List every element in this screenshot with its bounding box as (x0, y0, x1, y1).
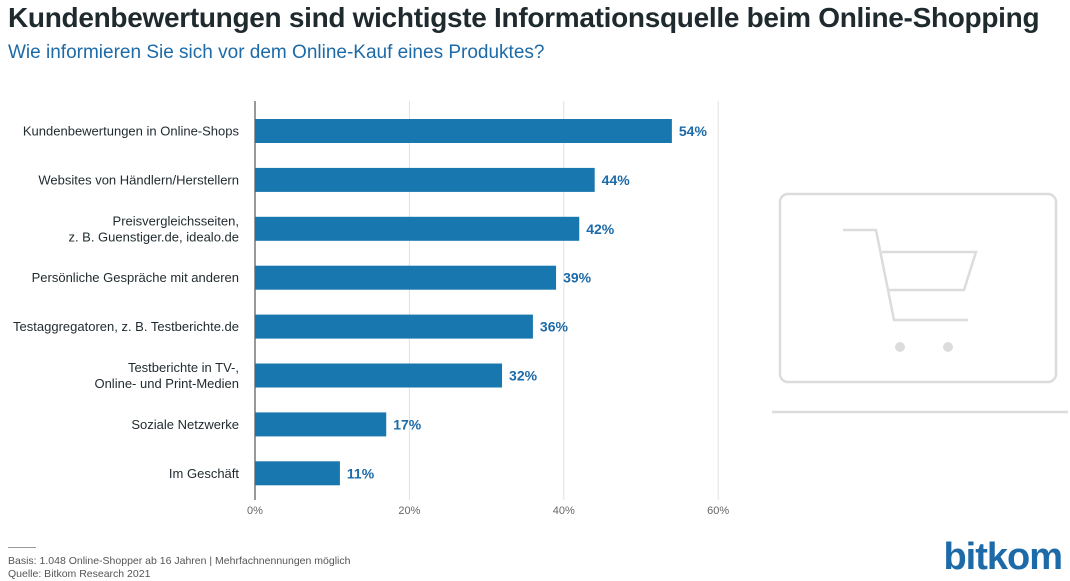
value-label: 42% (586, 221, 615, 237)
value-label: 17% (393, 416, 422, 432)
category-label: Testaggregatoren, z. B. Testberichte.de (13, 319, 239, 334)
value-labels: 54% 44% 42% 39% 36% 32% 17% 11% (347, 123, 708, 481)
x-tick-label: 60% (707, 505, 729, 517)
value-label: 44% (602, 172, 631, 188)
grid-lines (254, 101, 719, 500)
bar (255, 314, 533, 339)
bar (255, 119, 672, 143)
monitor-frame (778, 192, 1058, 384)
shopping-cart-monitor-icon (772, 192, 1068, 414)
category-label: Testberichte in TV-, Online- und Print-Me… (94, 360, 239, 391)
bar (255, 167, 595, 192)
chart-subtitle: Wie informieren Sie sich vor dem Online-… (8, 42, 545, 63)
bar (255, 265, 557, 290)
bars (255, 119, 672, 486)
bar (255, 363, 503, 388)
footer: Basis: 1.048 Online-Shopper ab 16 Jahren… (8, 555, 350, 581)
chart-title: Kundenbewertungen sind wichtigste Inform… (8, 2, 1040, 33)
category-label: Soziale Netzwerke (131, 417, 239, 432)
category-labels: Kundenbewertungen in Online-Shops Website… (13, 124, 239, 481)
bar (255, 216, 580, 241)
footer-basis: Basis: 1.048 Online-Shopper ab 16 Jahren… (8, 555, 351, 567)
x-tick-label: 20% (398, 505, 420, 517)
footer-divider (8, 547, 36, 548)
x-tick-label: 0% (247, 505, 263, 517)
value-label: 11% (347, 465, 375, 481)
value-label: 36% (540, 319, 569, 335)
footer-source: Quelle: Bitkom Research 2021 (8, 568, 151, 580)
cart-wheel-left (895, 342, 905, 352)
bar (255, 461, 340, 486)
category-label: Kundenbewertungen in Online-Shops (23, 124, 240, 139)
category-label: Preisvergleichsseiten, z. B. Guenstiger.d… (68, 213, 239, 244)
value-label: 39% (563, 270, 592, 286)
x-tick-labels: 0% 20% 40% 60% (247, 505, 729, 517)
cart-basket (843, 228, 978, 292)
category-label: Persönliche Gespräche mit anderen (32, 270, 239, 285)
bar (255, 412, 387, 437)
cart-frame (886, 289, 968, 322)
value-label: 54% (679, 123, 708, 139)
category-label: Websites von Händlern/Herstellern (38, 172, 239, 187)
bitkom-logo: bitkom (943, 536, 1063, 578)
category-label: Im Geschäft (169, 466, 239, 481)
value-label: 32% (509, 368, 538, 384)
cart-wheel-right (943, 342, 953, 352)
x-tick-label: 40% (553, 505, 575, 517)
